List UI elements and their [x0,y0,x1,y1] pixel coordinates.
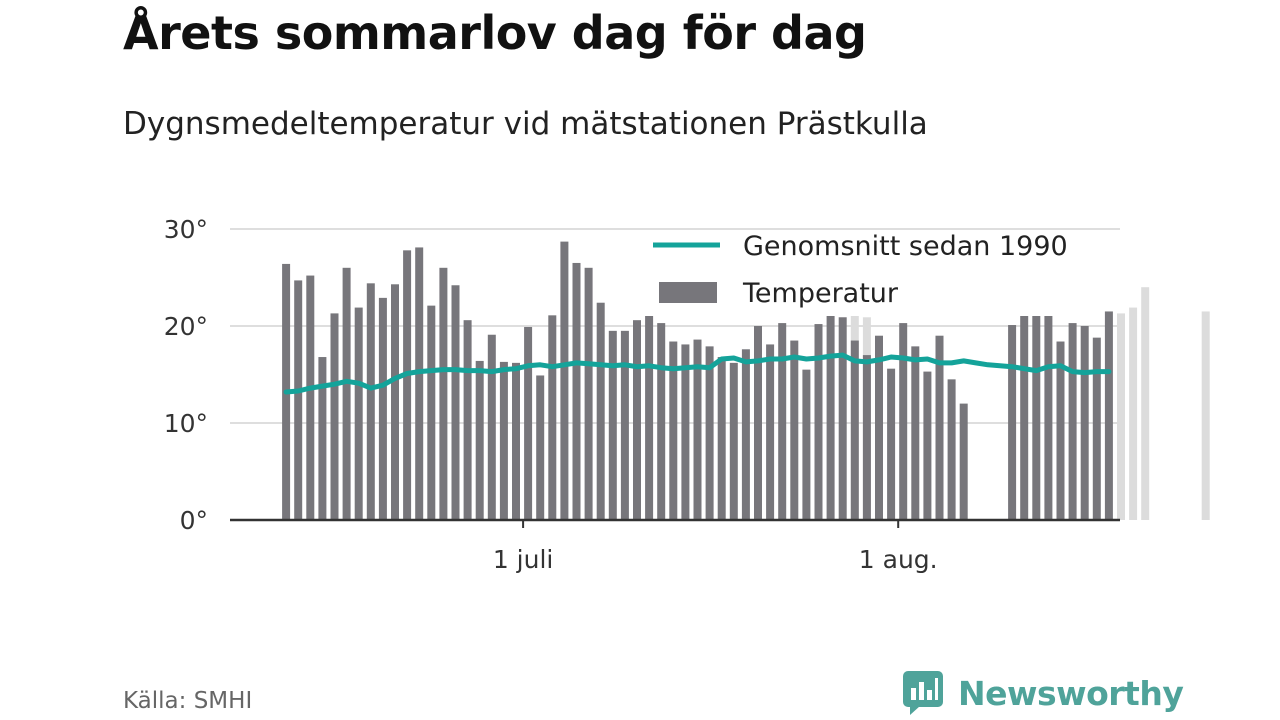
temperature-bar [330,313,339,520]
temperature-bar [693,339,702,520]
temperature-bar [608,330,617,520]
temperature-bar [572,262,581,520]
temperature-bar [342,267,351,520]
temperature-bar [1068,323,1077,520]
temperature-bar [294,280,303,520]
temperature-bar [681,344,690,520]
temperature-bar [451,285,460,520]
y-tick-label: 20° [164,312,208,341]
temperature-bar [911,346,920,520]
legend: Genomsnitt sedan 1990 Temperatur [640,230,1100,316]
ghost-bar [1201,311,1210,520]
temperature-bar [584,267,593,520]
temperature-bar [463,320,472,520]
temperature-bar [487,334,496,520]
temperature-bar [596,302,605,520]
average-line [283,352,1112,395]
source-note: Källa: SMHI [123,688,253,714]
average-line-layer [283,352,1112,395]
temperature-bar [1056,341,1065,520]
temperature-bar [645,313,654,520]
x-tick-label: 1 aug. [859,545,938,574]
temperature-bar [536,375,545,520]
temperature-bar [318,357,327,520]
temperature-bar [620,330,629,520]
temperature-bar [354,307,363,520]
legend-label-temperature: Temperatur [742,278,899,309]
newsworthy-logo-icon [903,671,943,715]
temperature-bar [826,309,835,520]
temperature-bar [959,403,968,520]
temperature-bar [766,344,775,520]
temperature-bar [1008,325,1017,520]
temperature-bar [705,346,714,520]
chart-subtitle: Dygnsmedeltemperatur vid mätstationen Pr… [123,106,928,142]
x-tick-label: 1 juli [493,545,554,574]
temperature-bar [306,275,315,520]
temperature-bar [657,323,666,520]
brand-name: Newsworthy [958,673,1184,713]
temperature-bar [669,341,678,520]
legend-label-average: Genomsnitt sedan 1990 [743,231,1068,262]
ghost-bar [1117,313,1125,520]
temperature-bar [391,284,399,520]
y-tick-label: 0° [180,506,208,535]
temperature-bar [802,369,811,520]
temperature-bar [862,355,871,520]
temperature-bar [923,371,932,520]
y-tick-label: 10° [164,409,208,438]
temperature-bar [717,357,726,520]
temperature-bar [814,324,823,520]
temperature-bar [790,340,799,520]
temperature-bar [633,320,641,520]
chart-title: Årets sommarlov dag för dag [123,6,867,60]
temperature-bar [560,241,569,521]
temperature-bar [378,297,387,520]
temperature-bar [778,323,787,520]
temperature-bar [512,362,520,520]
temperature-bar [729,362,738,520]
temperature-bar [403,250,412,520]
newsworthy-logo: Newsworthy [902,670,1184,716]
temperature-bar [850,340,859,520]
temperature-bar [366,283,375,520]
temperature-bar [1020,313,1029,520]
temperature-bar [439,267,448,520]
temperature-bar [947,379,956,520]
temperature-bar [899,323,908,520]
ghost-bar [1129,307,1138,520]
temperature-bar [1044,287,1053,520]
temperature-bar [427,305,436,520]
temperature-bar [838,317,847,520]
temperature-bar [875,335,883,520]
temperature-bar [415,247,424,520]
temperature-bar [499,361,508,520]
temperature-bar [754,326,762,520]
temperature-bar [475,360,484,520]
axes: 0° 10° 20° 30° 1 juli 1 aug. [164,215,1120,574]
temperature-bar [1104,311,1113,520]
temperature-bar [1092,337,1101,520]
temperature-bar [935,335,944,520]
legend-bar-swatch [659,282,717,303]
temperature-bar [887,368,896,520]
y-tick-label: 30° [164,215,208,244]
temperature-bar [524,326,533,520]
temperature-bar [1080,326,1089,520]
temperature-bar [548,315,557,520]
ghost-bar [1141,287,1150,520]
temperature-bar [741,349,750,520]
temperature-bar [1032,307,1041,520]
